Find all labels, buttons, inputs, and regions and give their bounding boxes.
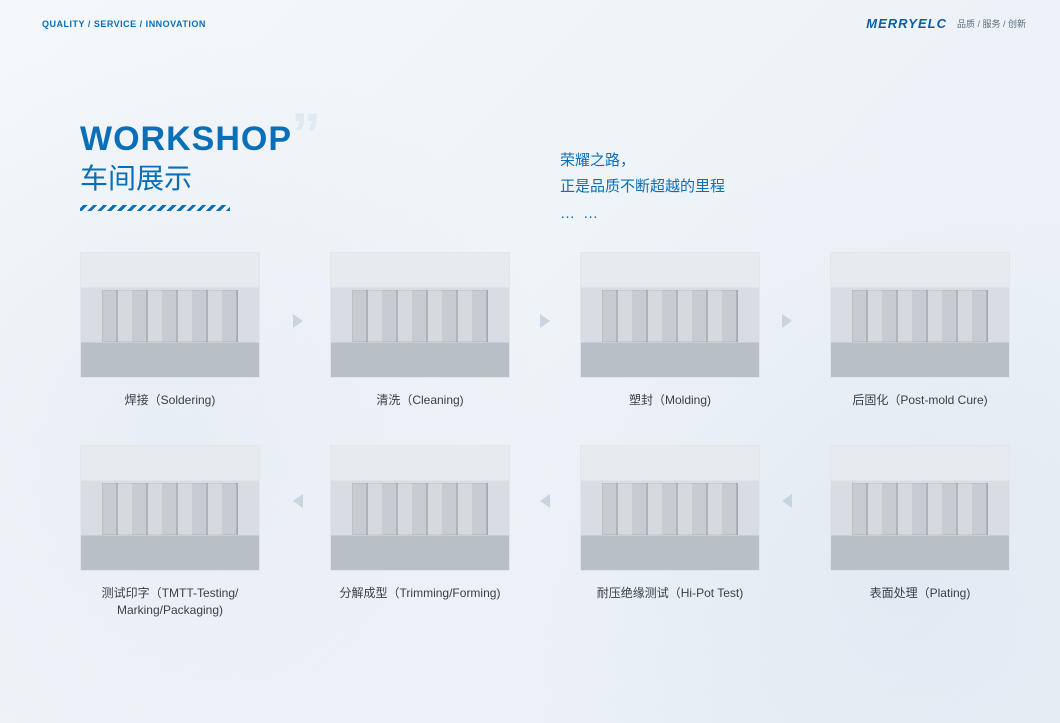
caption-trimming: 分解成型（Trimming/Forming)	[330, 585, 510, 602]
card-cleaning: 清洗（Cleaning)	[330, 252, 510, 409]
flow-arrow-icon	[782, 314, 792, 328]
flow-arrow-icon	[782, 494, 792, 508]
flow-arrow-icon	[293, 314, 303, 328]
flow-arrow-icon	[540, 314, 550, 328]
thumb-cleaning	[330, 252, 510, 378]
slogan-dots: … …	[560, 201, 725, 227]
caption-molding: 塑封（Molding)	[580, 392, 760, 409]
thumb-plating	[830, 445, 1010, 571]
flow-arrow-icon	[293, 494, 303, 508]
title-chinese: 车间展示	[80, 157, 292, 197]
slogan-line-1: 荣耀之路，	[560, 148, 725, 174]
flow-arrow-icon	[540, 494, 550, 508]
tagline-right: 品质 / 服务 / 创新	[957, 17, 1026, 30]
caption-post-mold-cure: 后固化（Post-mold Cure)	[830, 392, 1010, 409]
card-tmtt: 测试印字（TMTT-Testing/Marking/Packaging)	[80, 445, 260, 619]
slogan-block: 荣耀之路， 正是品质不断超越的里程 … …	[560, 148, 725, 227]
thumb-trimming	[330, 445, 510, 571]
card-trimming: 分解成型（Trimming/Forming)	[330, 445, 510, 619]
caption-soldering: 焊接（Soldering)	[80, 392, 260, 409]
caption-plating: 表面处理（Plating)	[830, 585, 1010, 602]
title-english: WORKSHOP	[80, 120, 292, 159]
card-plating: 表面处理（Plating)	[830, 445, 1010, 619]
thumb-soldering	[80, 252, 260, 378]
caption-tmtt: 测试印字（TMTT-Testing/Marking/Packaging)	[80, 585, 260, 619]
card-hi-pot: 耐压绝缘测试（Hi-Pot Test)	[580, 445, 760, 619]
title-underline	[80, 205, 230, 211]
title-block: WORKSHOP 车间展示	[80, 120, 292, 211]
caption-hi-pot: 耐压绝缘测试（Hi-Pot Test)	[580, 585, 760, 602]
thumb-hi-pot	[580, 445, 760, 571]
header-right: MERRYELC 品质 / 服务 / 创新	[866, 16, 1026, 31]
card-molding: 塑封（Molding)	[580, 252, 760, 409]
card-soldering: 焊接（Soldering)	[80, 252, 260, 409]
workshop-grid: 焊接（Soldering) 清洗（Cleaning) 塑封（Molding) 后…	[80, 252, 1000, 618]
page-header: QUALITY / SERVICE / INNOVATION MERRYELC …	[42, 16, 1026, 31]
thumb-molding	[580, 252, 760, 378]
thumb-post-mold-cure	[830, 252, 1010, 378]
card-post-mold-cure: 后固化（Post-mold Cure)	[830, 252, 1010, 409]
brand-logo: MERRYELC	[866, 16, 947, 31]
caption-cleaning: 清洗（Cleaning)	[330, 392, 510, 409]
tagline-left: QUALITY / SERVICE / INNOVATION	[42, 19, 206, 29]
thumb-tmtt	[80, 445, 260, 571]
slogan-line-2: 正是品质不断超越的里程	[560, 174, 725, 200]
